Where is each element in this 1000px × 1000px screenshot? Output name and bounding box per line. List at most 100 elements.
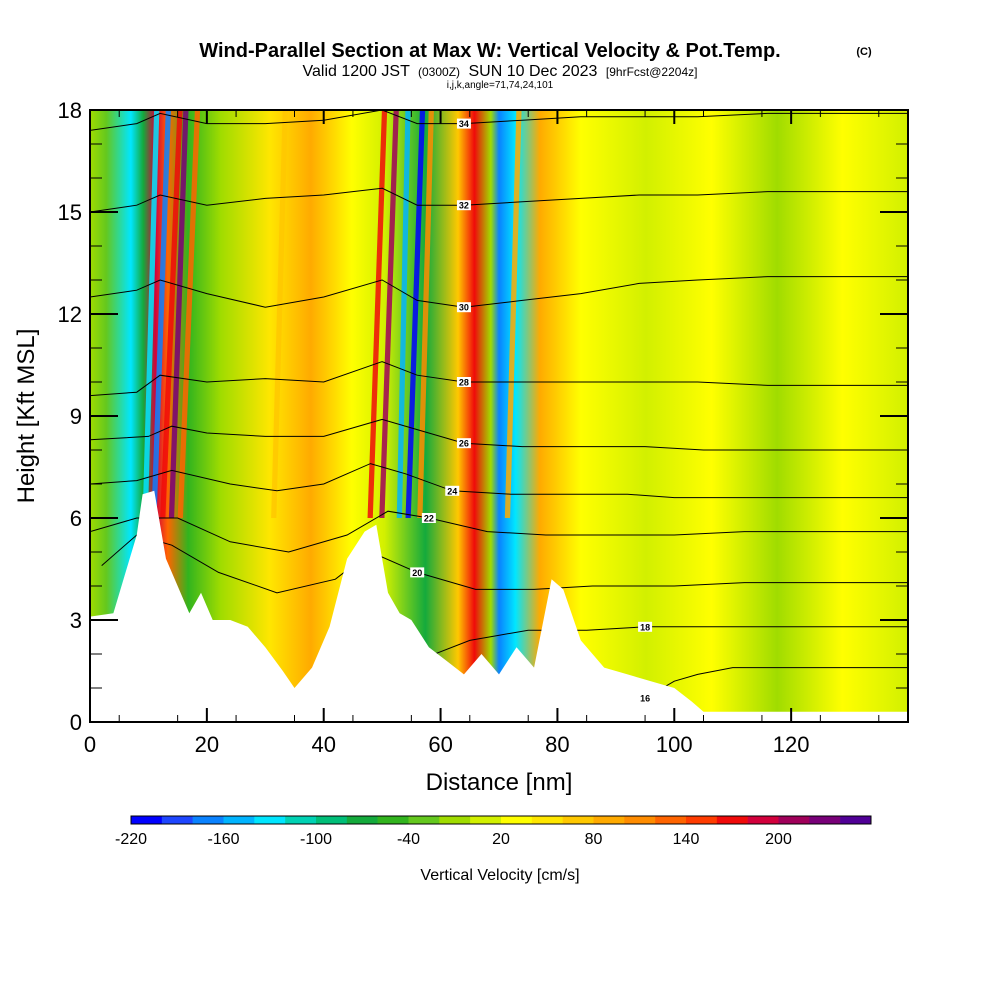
x-tick-label: 20 xyxy=(195,732,219,757)
colorbar-tick-label: -220 xyxy=(115,831,147,848)
theta-label-bg xyxy=(456,200,471,211)
colorbar-swatch xyxy=(686,816,718,824)
colorbar-tick-label: 80 xyxy=(585,831,603,848)
valid-time: Valid 1200 JST xyxy=(303,63,411,80)
velocity-streak xyxy=(379,110,399,518)
theta-label-bg xyxy=(410,567,425,578)
theta-label-bg xyxy=(421,513,436,523)
velocity-streak xyxy=(151,110,171,518)
theta-label-bg xyxy=(456,118,471,129)
theta-label-26: 26 xyxy=(459,439,469,449)
valid-utc: (0300Z) xyxy=(418,65,460,79)
updraft-streaks xyxy=(142,110,522,518)
grid-indices: i,j,k,angle=71,74,24,101 xyxy=(447,80,554,91)
colorbar-swatch xyxy=(809,816,841,824)
theta-contour-28 xyxy=(90,361,908,397)
colorbar-swatch xyxy=(346,816,378,824)
colorbar-swatch xyxy=(562,816,594,824)
forecast-info: [9hrFcst@2204z] xyxy=(606,65,698,79)
plot-area: 16 18 20 22 24 26 28 30 32 34 xyxy=(90,110,908,722)
y-tick-label: 18 xyxy=(58,98,82,123)
colorbar-swatch xyxy=(778,816,810,824)
colorbar-swatch xyxy=(655,816,687,824)
x-tick-label: 80 xyxy=(545,732,569,757)
theta-label-bg xyxy=(456,438,471,449)
theta-contour-24 xyxy=(90,463,908,499)
y-tick-label: 9 xyxy=(70,404,82,429)
colorbar-swatch xyxy=(593,816,625,824)
colorbar-tick-label: -40 xyxy=(397,831,420,848)
velocity-streak xyxy=(160,110,183,518)
y-tick-label: 12 xyxy=(58,302,82,327)
theta-label-24: 24 xyxy=(447,486,457,496)
colorbar-swatch xyxy=(531,816,563,824)
colorbar-tick-label: -160 xyxy=(207,831,239,848)
title-copyright-mark: (C) xyxy=(856,46,872,58)
theta-label-bg xyxy=(445,485,460,496)
colorbar-swatch xyxy=(316,816,348,824)
x-tick-label: 60 xyxy=(428,732,452,757)
colorbar-tick-label: 200 xyxy=(765,831,792,848)
colorbar-swatch xyxy=(716,816,748,824)
theta-label-16: 16 xyxy=(640,694,650,704)
velocity-streak xyxy=(504,110,522,518)
theta-label-28: 28 xyxy=(459,378,469,388)
theta-label-34: 34 xyxy=(459,119,469,129)
x-tick-label: 120 xyxy=(773,732,810,757)
theta-label-32: 32 xyxy=(459,201,469,211)
velocity-streak xyxy=(405,110,426,518)
colorbar-swatch xyxy=(223,816,255,824)
theta-label-bg xyxy=(456,302,471,313)
theta-label-bg xyxy=(638,693,653,704)
velocity-streak xyxy=(367,110,388,518)
y-tick-label: 0 xyxy=(70,710,82,735)
theta-label-bg xyxy=(638,621,653,632)
velocity-streak xyxy=(417,110,434,518)
colorbar-swatch xyxy=(747,816,779,824)
colorbar-swatch xyxy=(439,816,471,824)
theta-label-22: 22 xyxy=(424,514,434,524)
velocity-streak xyxy=(168,110,189,518)
chart-title: Wind-Parallel Section at Max W: Vertical… xyxy=(199,40,780,62)
theta-label-18: 18 xyxy=(640,622,650,632)
y-tick-label: 3 xyxy=(70,608,82,633)
theta-contour-32 xyxy=(90,187,908,213)
colorbar-tick-label: 20 xyxy=(492,831,510,848)
colorbar-swatch xyxy=(408,816,440,824)
y-axis-label: Height [Kft MSL] xyxy=(13,329,40,504)
theta-label-20: 20 xyxy=(412,568,422,578)
x-tick-label: 40 xyxy=(311,732,335,757)
x-tick-label: 100 xyxy=(656,732,693,757)
colorbar-swatch xyxy=(470,816,502,824)
colorbar-swatch xyxy=(192,816,224,824)
colorbar: -220 -160 -100 -40 20 80 140 200 xyxy=(115,815,872,848)
colorbar-label: Vertical Velocity [cm/s] xyxy=(420,867,579,884)
theta-contour-26 xyxy=(90,418,908,451)
y-tick-label: 15 xyxy=(58,200,82,225)
velocity-streak xyxy=(142,110,160,518)
colorbar-swatch xyxy=(501,816,533,824)
theta-label-30: 30 xyxy=(459,303,469,313)
theta-contour-labels: 16 18 20 22 24 26 28 30 32 34 xyxy=(410,118,653,704)
colorbar-swatch xyxy=(840,816,872,824)
colorbar-swatch xyxy=(285,816,317,824)
colorbar-swatch xyxy=(377,816,409,824)
y-tick-label: 6 xyxy=(70,506,82,531)
theta-contour-30 xyxy=(90,276,908,308)
velocity-streak xyxy=(271,110,288,518)
valid-date: SUN 10 Dec 2023 xyxy=(468,63,597,80)
colorbar-tick-label: 140 xyxy=(673,831,700,848)
theta-label-bg xyxy=(456,377,471,387)
colorbar-frame xyxy=(130,815,872,825)
colorbar-swatch xyxy=(161,816,193,824)
colorbar-swatch xyxy=(131,816,163,824)
chart-subtitle: Valid 1200 JST (0300Z) SUN 10 Dec 2023 [… xyxy=(303,63,698,80)
colorbar-swatch xyxy=(254,816,286,824)
x-tick-label: 0 xyxy=(84,732,96,757)
colorbar-tick-label: -100 xyxy=(300,831,332,848)
x-axis-label: Distance [nm] xyxy=(426,769,573,796)
velocity-streak xyxy=(396,110,411,518)
axes: 0 20 40 60 80 100 120 0 3 6 9 12 15 18 xyxy=(58,98,908,757)
colorbar-swatch xyxy=(624,816,656,824)
